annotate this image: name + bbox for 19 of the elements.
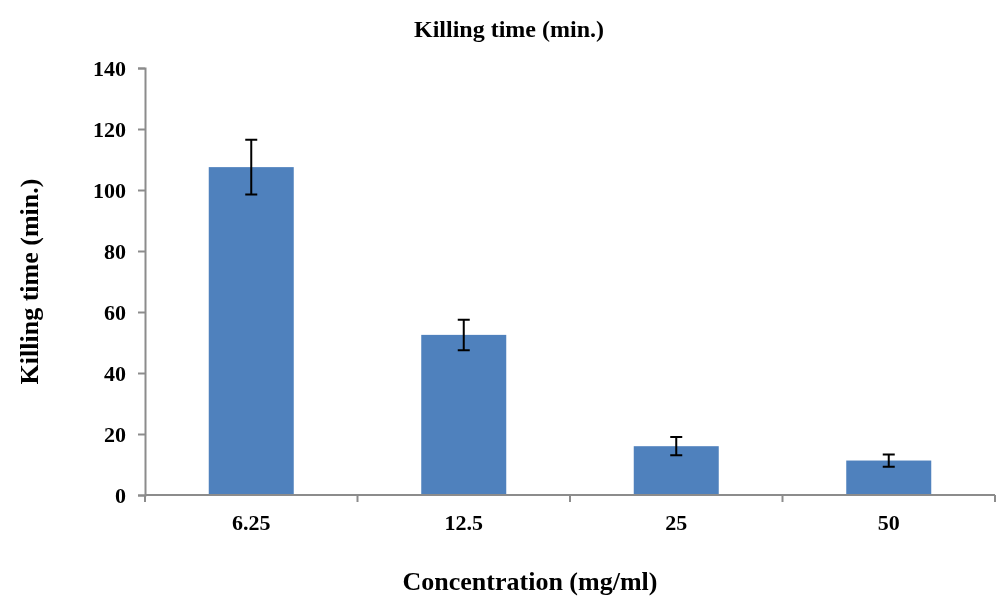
x-axis-title: Concentration (mg/ml) [402, 567, 658, 596]
y-tick-label: 60 [104, 299, 126, 325]
y-tick-label: 80 [104, 238, 126, 264]
y-tick-label: 40 [104, 360, 126, 386]
y-tick-label: 100 [93, 177, 126, 203]
bar [421, 334, 507, 495]
bar [633, 446, 719, 495]
y-tick-label: 20 [104, 421, 126, 447]
x-tick-label: 50 [877, 510, 900, 535]
y-tick-label: 0 [115, 482, 126, 508]
y-axis-title: Killing time (min.) [15, 178, 44, 385]
chart-title: Killing time (min.) [414, 16, 604, 42]
x-tick-label: 6.25 [232, 510, 271, 535]
y-tick-label: 140 [93, 55, 126, 81]
bar [208, 167, 294, 495]
y-tick-label: 120 [93, 116, 126, 142]
bar [846, 460, 932, 495]
x-tick-label: 12.5 [444, 510, 483, 535]
x-tick-label: 25 [665, 510, 688, 535]
